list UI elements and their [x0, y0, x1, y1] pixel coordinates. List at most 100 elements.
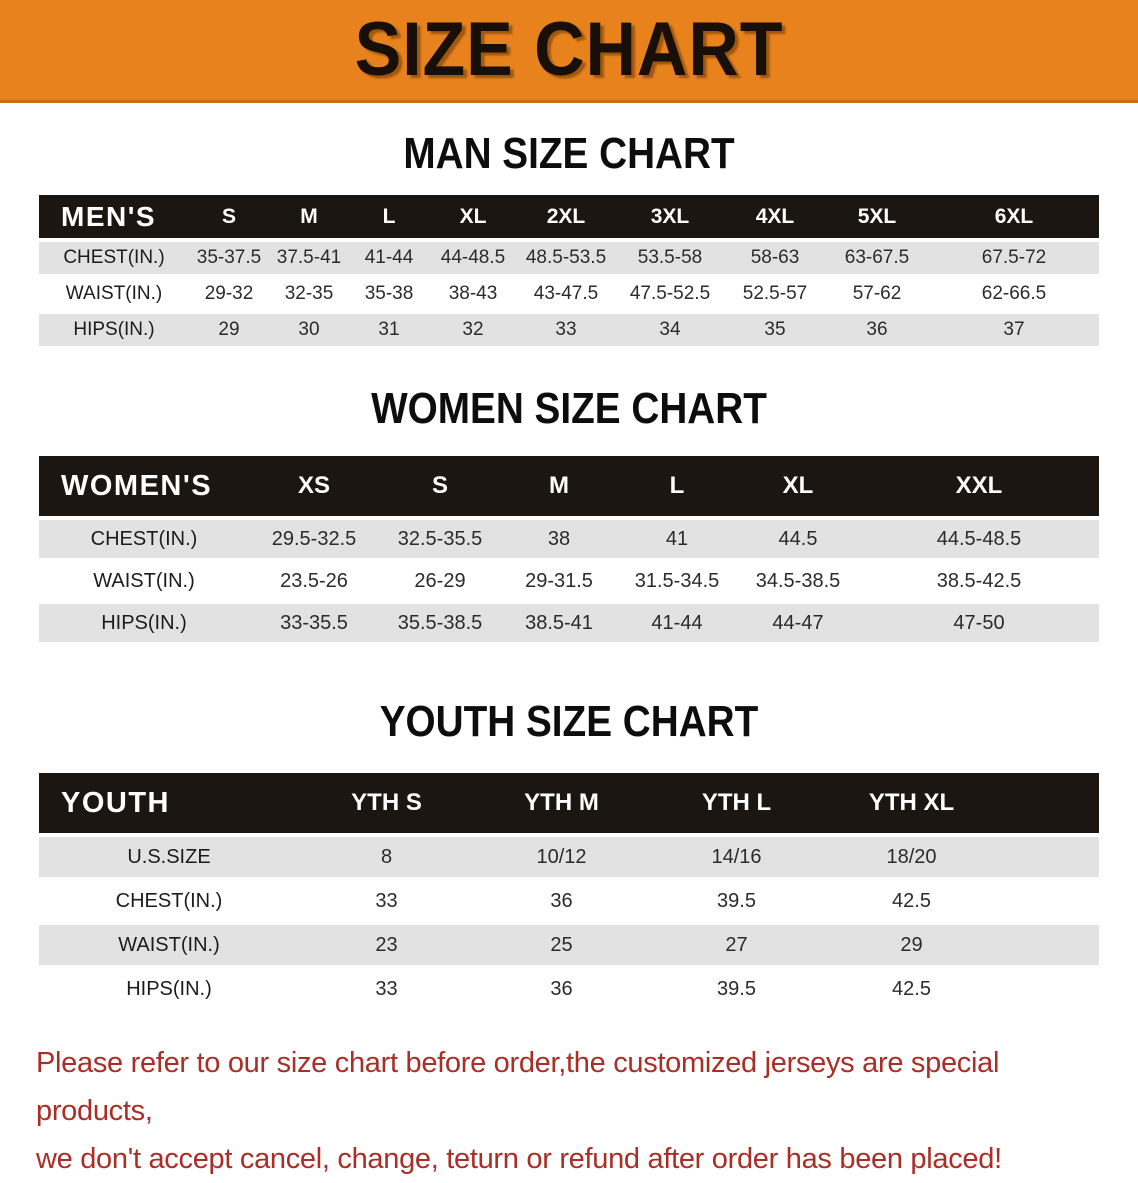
size-value-cell: 52.5-57	[725, 278, 825, 310]
womens-size-table: WOMEN'S XS S M L XL XXL CHEST(IN.) 29.5-32.5 32.5…	[39, 456, 1099, 642]
size-header-cell: S	[189, 195, 269, 238]
size-value-cell: 14/16	[649, 837, 824, 877]
size-chart-title: SIZE CHART	[354, 7, 784, 92]
size-value-cell: 39.5	[649, 881, 824, 921]
size-value-cell: 41-44	[349, 242, 429, 274]
size-value-cell: 31.5-34.5	[617, 562, 737, 600]
size-value-cell: 38.5-41	[501, 604, 617, 642]
size-value-cell: 29	[189, 314, 269, 346]
size-value-cell: 47-50	[859, 604, 1099, 642]
disclaimer: Please refer to our size chart before or…	[0, 1039, 1138, 1183]
size-value-cell: 36	[474, 969, 649, 1009]
size-header-cell: XXL	[859, 456, 1099, 516]
row-spacer	[999, 837, 1099, 877]
size-value-cell: 29.5-32.5	[249, 520, 379, 558]
size-value-cell: 58-63	[725, 242, 825, 274]
size-value-cell: 26-29	[379, 562, 501, 600]
size-value-cell: 63-67.5	[825, 242, 929, 274]
row-label-cell: U.S.SIZE	[39, 837, 299, 877]
size-value-cell: 38	[501, 520, 617, 558]
row-spacer	[999, 969, 1099, 1009]
mens-size-table: MEN'S S M L XL 2XL 3XL 4XL 5XL 6XL CHEST(IN.) 35-37…	[39, 195, 1099, 346]
man-size-chart-heading: MAN SIZE CHART	[403, 129, 735, 178]
size-value-cell: 44.5-48.5	[859, 520, 1099, 558]
size-value-cell: 10/12	[474, 837, 649, 877]
size-value-cell: 33	[299, 881, 474, 921]
row-label-cell: WAIST(IN.)	[39, 925, 299, 965]
size-value-cell: 37.5-41	[269, 242, 349, 274]
size-value-cell: 33	[299, 969, 474, 1009]
size-value-cell: 33-35.5	[249, 604, 379, 642]
table-title-cell: MEN'S	[39, 195, 189, 238]
size-value-cell: 34	[615, 314, 725, 346]
table-title-cell: WOMEN'S	[39, 456, 249, 516]
size-header-cell: XS	[249, 456, 379, 516]
size-value-cell: 25	[474, 925, 649, 965]
size-value-cell: 32	[429, 314, 517, 346]
youth-size-chart-heading: YOUTH SIZE CHART	[379, 697, 759, 746]
row-label-cell: HIPS(IN.)	[39, 604, 249, 642]
size-value-cell: 33	[517, 314, 615, 346]
size-header-cell: S	[379, 456, 501, 516]
size-header-cell: M	[501, 456, 617, 516]
size-value-cell: 35.5-38.5	[379, 604, 501, 642]
size-value-cell: 37	[929, 314, 1099, 346]
youth-size-table: YOUTH YTH S YTH M YTH L YTH XL U.S.SIZE 8 10/12…	[39, 773, 1099, 1009]
size-value-cell: 36	[825, 314, 929, 346]
size-header-cell: YTH L	[649, 773, 824, 833]
header-spacer	[999, 773, 1099, 833]
row-label-cell: CHEST(IN.)	[39, 881, 299, 921]
row-spacer	[999, 925, 1099, 965]
size-value-cell: 43-47.5	[517, 278, 615, 310]
size-value-cell: 29	[824, 925, 999, 965]
size-header-cell: XL	[429, 195, 517, 238]
size-value-cell: 35-37.5	[189, 242, 269, 274]
size-header-cell: L	[349, 195, 429, 238]
size-value-cell: 23.5-26	[249, 562, 379, 600]
disclaimer-line-2: we don't accept cancel, change, teturn o…	[36, 1143, 1002, 1175]
row-label-cell: WAIST(IN.)	[39, 562, 249, 600]
size-header-cell: 4XL	[725, 195, 825, 238]
row-spacer	[999, 881, 1099, 921]
size-value-cell: 32.5-35.5	[379, 520, 501, 558]
disclaimer-line-1: Please refer to our size chart before or…	[36, 1047, 1000, 1127]
size-value-cell: 29-32	[189, 278, 269, 310]
row-label-cell: CHEST(IN.)	[39, 520, 249, 558]
size-value-cell: 35	[725, 314, 825, 346]
size-value-cell: 44-47	[737, 604, 859, 642]
size-header-cell: 3XL	[615, 195, 725, 238]
size-value-cell: 41	[617, 520, 737, 558]
size-value-cell: 31	[349, 314, 429, 346]
size-value-cell: 42.5	[824, 969, 999, 1009]
size-value-cell: 57-62	[825, 278, 929, 310]
size-value-cell: 44.5	[737, 520, 859, 558]
size-value-cell: 29-31.5	[501, 562, 617, 600]
size-value-cell: 38.5-42.5	[859, 562, 1099, 600]
women-size-chart-heading: WOMEN SIZE CHART	[371, 384, 767, 433]
size-value-cell: 41-44	[617, 604, 737, 642]
size-value-cell: 53.5-58	[615, 242, 725, 274]
size-value-cell: 8	[299, 837, 474, 877]
size-header-cell: 6XL	[929, 195, 1099, 238]
row-label-cell: HIPS(IN.)	[39, 969, 299, 1009]
size-value-cell: 34.5-38.5	[737, 562, 859, 600]
size-value-cell: 39.5	[649, 969, 824, 1009]
size-header-cell: 5XL	[825, 195, 929, 238]
size-header-cell: L	[617, 456, 737, 516]
size-chart-banner: SIZE CHART	[0, 0, 1138, 103]
size-header-cell: YTH S	[299, 773, 474, 833]
row-label-cell: HIPS(IN.)	[39, 314, 189, 346]
size-value-cell: 23	[299, 925, 474, 965]
size-value-cell: 47.5-52.5	[615, 278, 725, 310]
size-header-cell: XL	[737, 456, 859, 516]
size-header-cell: YTH XL	[824, 773, 999, 833]
size-value-cell: 36	[474, 881, 649, 921]
size-value-cell: 27	[649, 925, 824, 965]
size-value-cell: 38-43	[429, 278, 517, 310]
size-value-cell: 48.5-53.5	[517, 242, 615, 274]
row-label-cell: WAIST(IN.)	[39, 278, 189, 310]
size-value-cell: 44-48.5	[429, 242, 517, 274]
row-label-cell: CHEST(IN.)	[39, 242, 189, 274]
size-header-cell: M	[269, 195, 349, 238]
size-value-cell: 42.5	[824, 881, 999, 921]
